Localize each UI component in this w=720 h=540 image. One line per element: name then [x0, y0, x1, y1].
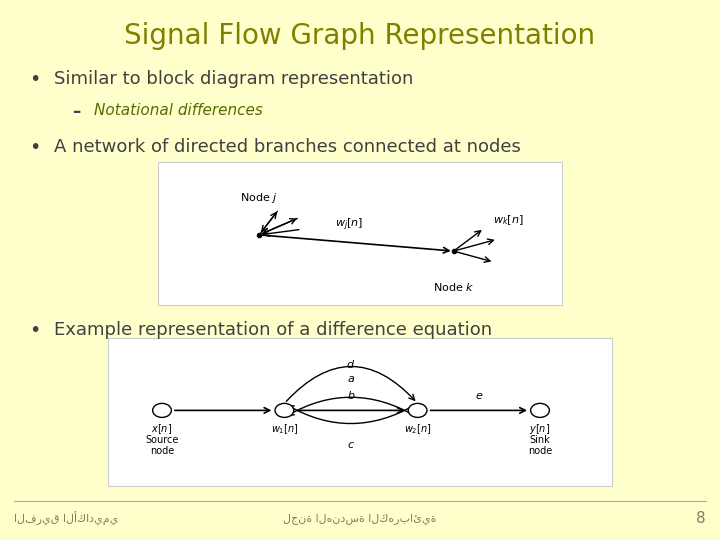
Text: $y[n]$: $y[n]$ [529, 422, 551, 436]
Text: •: • [29, 321, 40, 340]
Circle shape [408, 403, 427, 417]
Text: Node $k$: Node $k$ [433, 281, 474, 293]
Text: Source
node: Source node [145, 435, 179, 456]
Text: Sink
node: Sink node [528, 435, 552, 456]
Text: $w_j[n]$: $w_j[n]$ [335, 217, 364, 233]
Text: A network of directed branches connected at nodes: A network of directed branches connected… [54, 138, 521, 156]
Text: $x[n]$: $x[n]$ [151, 422, 173, 436]
Text: 8: 8 [696, 511, 706, 526]
Text: Node $j$: Node $j$ [240, 191, 278, 205]
Text: •: • [29, 138, 40, 157]
Text: –: – [72, 103, 80, 120]
Text: Similar to block diagram representation: Similar to block diagram representation [54, 70, 413, 88]
Text: $w_2[n]$: $w_2[n]$ [404, 422, 431, 436]
FancyBboxPatch shape [108, 338, 612, 486]
Circle shape [153, 403, 171, 417]
Text: $a$: $a$ [347, 374, 355, 384]
Text: Example representation of a difference equation: Example representation of a difference e… [54, 321, 492, 339]
Text: $e$: $e$ [474, 390, 483, 401]
Text: لجنة الهندسة الكهربائية: لجنة الهندسة الكهربائية [283, 513, 437, 524]
Text: •: • [29, 70, 40, 89]
Text: $w_k[n]$: $w_k[n]$ [493, 213, 524, 227]
Circle shape [531, 403, 549, 417]
Text: الفريق الأكاديمي: الفريق الأكاديمي [14, 511, 119, 525]
Text: $d$: $d$ [346, 358, 356, 370]
Text: $b$: $b$ [347, 389, 355, 401]
FancyBboxPatch shape [158, 162, 562, 305]
Text: $c$: $c$ [347, 440, 355, 450]
Text: $w_1[n]$: $w_1[n]$ [271, 422, 298, 436]
Text: Notational differences: Notational differences [94, 103, 263, 118]
Circle shape [275, 403, 294, 417]
Text: Signal Flow Graph Representation: Signal Flow Graph Representation [125, 22, 595, 50]
